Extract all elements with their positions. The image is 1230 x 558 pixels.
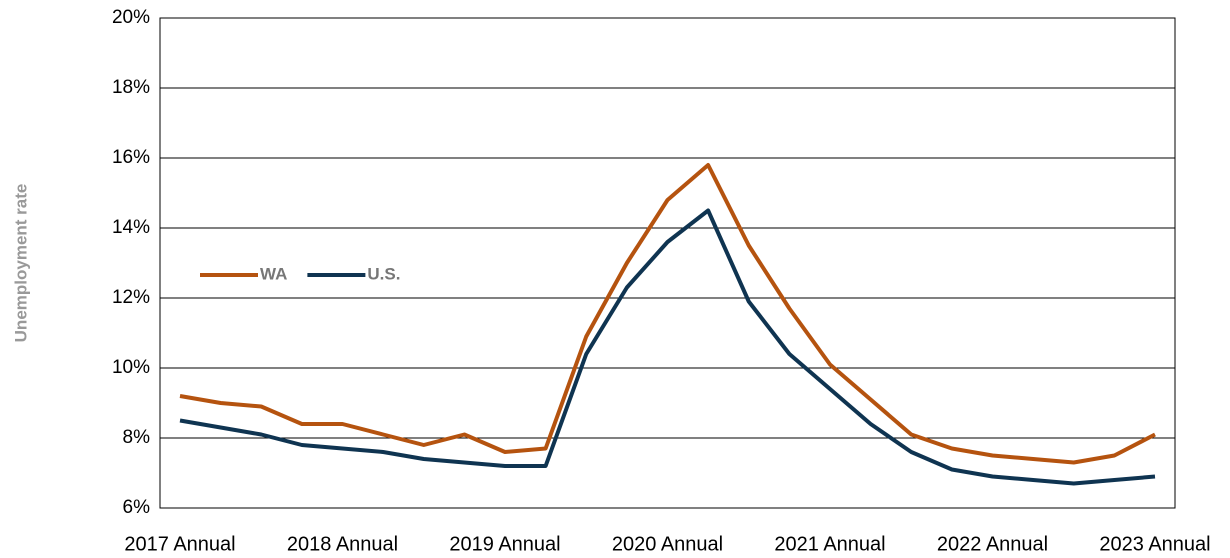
- y-tick-label: 14%: [112, 217, 150, 238]
- x-tick-label: 2021 Annual: [774, 533, 885, 555]
- plot-frame: [159, 17, 1176, 509]
- line-series: [179, 163, 1156, 465]
- y-tick-label: 8%: [123, 427, 151, 448]
- y-tick-label: 12%: [112, 287, 150, 308]
- legend-label: U.S.: [367, 264, 400, 283]
- y-axis-label: Unemployment rate: [11, 184, 30, 343]
- x-tick-label: 2019 Annual: [449, 533, 560, 555]
- y-tick-label: 20%: [112, 7, 150, 28]
- x-tick-label: 2017 Annual: [124, 533, 235, 555]
- line-series: [179, 208, 1156, 486]
- legend-label: WA: [260, 264, 287, 283]
- y-tick-label: 6%: [123, 497, 151, 518]
- x-tick-label: 2020 Annual: [612, 533, 723, 555]
- x-tick-label: 2023 Annual: [1099, 533, 1210, 555]
- x-tick-label: 2022 Annual: [937, 533, 1048, 555]
- y-tick-label: 18%: [112, 77, 150, 98]
- x-tick-label: 2018 Annual: [287, 533, 398, 555]
- y-tick-label: 16%: [112, 147, 150, 168]
- y-tick-label: 10%: [112, 357, 150, 378]
